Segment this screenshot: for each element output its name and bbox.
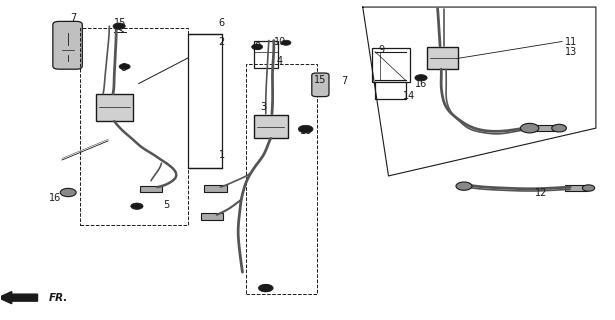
- Text: FR.: FR.: [49, 293, 68, 303]
- Bar: [254, 115, 288, 139]
- Circle shape: [552, 124, 566, 132]
- Text: 5: 5: [263, 284, 269, 294]
- Text: 16: 16: [49, 193, 61, 203]
- Text: 6: 6: [218, 18, 224, 28]
- Text: 8: 8: [121, 63, 127, 73]
- Text: 16: 16: [415, 78, 427, 89]
- Bar: [253, 41, 278, 68]
- Text: 3: 3: [260, 102, 266, 112]
- Text: 12: 12: [534, 188, 547, 198]
- Bar: [534, 125, 557, 131]
- Circle shape: [252, 44, 263, 50]
- Circle shape: [281, 40, 291, 45]
- FancyBboxPatch shape: [53, 21, 82, 69]
- Bar: [96, 94, 133, 121]
- Text: 5: 5: [163, 200, 170, 210]
- Text: 7: 7: [70, 13, 76, 23]
- Text: 4: 4: [277, 56, 283, 66]
- Bar: [565, 185, 587, 191]
- Bar: [375, 82, 406, 100]
- Bar: [188, 34, 221, 168]
- Text: 16: 16: [300, 126, 312, 136]
- Bar: [246, 64, 317, 294]
- Text: 10: 10: [274, 37, 286, 47]
- Bar: [204, 186, 226, 192]
- Bar: [81, 28, 188, 225]
- Text: 13: 13: [565, 47, 577, 57]
- Text: 8: 8: [254, 42, 260, 52]
- Circle shape: [298, 125, 313, 133]
- Circle shape: [456, 182, 472, 190]
- Text: 15: 15: [314, 75, 326, 85]
- Text: 15: 15: [114, 18, 127, 28]
- Circle shape: [119, 64, 130, 69]
- Text: 7: 7: [341, 76, 347, 86]
- Text: 2: 2: [218, 37, 224, 47]
- FancyBboxPatch shape: [312, 73, 329, 97]
- Bar: [427, 47, 458, 69]
- Circle shape: [131, 203, 143, 209]
- Circle shape: [415, 75, 427, 81]
- Circle shape: [582, 185, 595, 191]
- Bar: [201, 213, 223, 220]
- Bar: [140, 186, 162, 193]
- FancyArrow shape: [0, 292, 38, 304]
- Circle shape: [60, 188, 76, 197]
- Text: 9: 9: [378, 45, 384, 55]
- Text: 11: 11: [565, 37, 577, 47]
- Bar: [372, 49, 410, 82]
- Circle shape: [520, 123, 539, 133]
- Text: 14: 14: [403, 91, 415, 101]
- Text: 1: 1: [218, 150, 224, 160]
- Circle shape: [113, 23, 125, 29]
- Circle shape: [258, 284, 273, 292]
